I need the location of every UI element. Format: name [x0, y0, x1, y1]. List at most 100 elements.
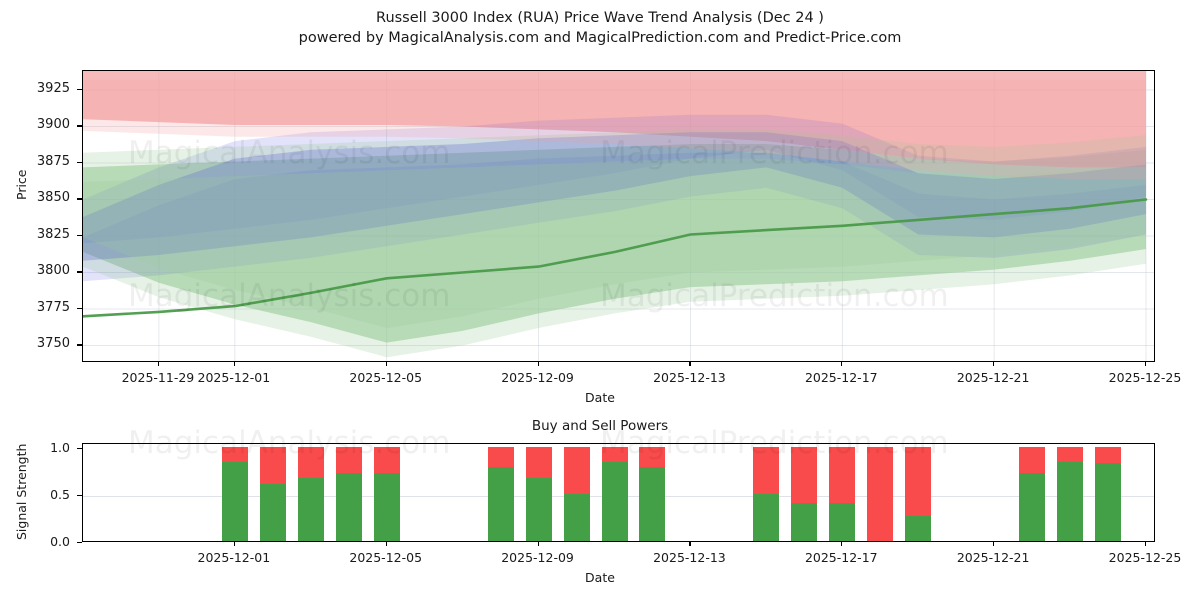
- sell-power-segment: [525, 446, 552, 478]
- sell-power-segment: [1095, 446, 1122, 463]
- buy-power-segment: [791, 503, 818, 541]
- signal-x-tick: 2025-12-21: [956, 550, 1030, 565]
- signal-bar: [905, 444, 932, 541]
- signal-plot-area: [82, 443, 1155, 542]
- sell-power-segment: [867, 446, 894, 541]
- price-x-tick: 2025-12-17: [804, 370, 878, 385]
- resistance-band: [83, 71, 1146, 168]
- signal-bar: [829, 444, 856, 541]
- signal-x-tick-mark: [689, 542, 691, 546]
- signal-y-tick-mark: [77, 494, 82, 497]
- signal-x-tick: 2025-12-09: [501, 550, 574, 565]
- signal-chart-title: Buy and Sell Powers: [531, 418, 669, 434]
- price-y-tick: 3825: [36, 226, 70, 242]
- price-y-tick-mark: [77, 125, 82, 127]
- wave-channel-layer-upper: [83, 152, 1146, 282]
- price-x-tick-mark: [993, 362, 995, 366]
- price-y-tick: 3775: [36, 299, 70, 315]
- price-y-tick: 3925: [36, 80, 70, 96]
- price-wave-svg: [83, 71, 1154, 361]
- price-y-tick-mark: [77, 344, 82, 346]
- signal-x-tick-mark: [537, 542, 539, 546]
- sell-power-segment: [753, 446, 780, 494]
- sell-power-segment: [373, 446, 400, 474]
- buy-power-segment: [601, 461, 628, 541]
- signal-bar: [373, 444, 400, 541]
- price-y-tick-mark: [77, 198, 82, 200]
- sell-power-segment: [563, 446, 590, 494]
- signal-bar: [487, 444, 514, 541]
- signal-bar: [639, 444, 666, 541]
- buy-power-segment: [221, 461, 248, 541]
- price-x-tick: 2025-12-21: [956, 370, 1030, 385]
- price-x-tick-mark: [537, 362, 539, 366]
- price-y-tick: 3750: [36, 336, 70, 352]
- resistance-band-layer: [83, 79, 1146, 179]
- price-y-tick-mark: [77, 307, 82, 310]
- buy-power-segment: [639, 466, 666, 541]
- signal-bar: [1057, 444, 1084, 541]
- signal-x-tick: 2025-12-17: [804, 550, 878, 565]
- signal-bar: [525, 444, 552, 541]
- signal-bar: [753, 444, 780, 541]
- signal-bar: [297, 444, 324, 541]
- signal-bar: [791, 444, 818, 541]
- signal-bar: [867, 444, 894, 541]
- buy-power-segment: [297, 477, 324, 541]
- signal-x-tick-mark: [233, 542, 236, 546]
- trend-line: [83, 198, 1148, 318]
- buy-power-segment: [829, 503, 856, 541]
- price-x-tick-mark: [1145, 362, 1147, 366]
- price-y-tick-mark: [77, 271, 82, 273]
- signal-bar: [1095, 444, 1122, 541]
- price-y-tick: 3900: [36, 117, 70, 133]
- chart-title-block: Russell 3000 Index (RUA) Price Wave Tren…: [0, 8, 1200, 48]
- price-x-tick: 2025-12-25: [1108, 370, 1182, 385]
- sell-power-segment: [639, 446, 666, 467]
- price-y-tick-mark: [77, 234, 82, 237]
- signal-x-tick: 2025-12-05: [349, 550, 423, 565]
- price-x-tick: 2025-12-13: [653, 370, 726, 385]
- signal-x-tick-mark: [993, 542, 995, 546]
- price-x-tick: 2025-12-05: [349, 370, 423, 385]
- support-band-layer-lower: [83, 129, 1146, 328]
- signal-x-tick: 2025-12-25: [1108, 550, 1182, 565]
- price-x-tick-mark: [233, 362, 236, 366]
- signal-y-tick: 0.0: [50, 534, 70, 549]
- signal-y-tick-mark: [77, 447, 82, 449]
- buy-power-segment: [335, 473, 362, 541]
- buy-power-segment: [373, 473, 400, 541]
- buy-power-segment: [487, 467, 514, 541]
- wave-channel-band: [83, 132, 1146, 261]
- sell-power-segment: [1057, 446, 1084, 462]
- price-x-tick-mark: [841, 362, 843, 366]
- sell-power-segment: [297, 446, 324, 478]
- signal-bar: [335, 444, 362, 541]
- support-band: [83, 144, 1146, 343]
- price-x-tick-mark: [385, 362, 387, 366]
- signal-x-tick-mark: [841, 542, 843, 546]
- signal-x-axis-label: Date: [585, 570, 615, 585]
- buy-power-segment: [259, 484, 286, 541]
- sell-power-segment: [335, 446, 362, 474]
- sell-power-segment: [905, 446, 932, 516]
- sell-power-segment: [829, 446, 856, 504]
- signal-x-tick: 2025-12-01: [197, 550, 271, 565]
- page-subtitle: powered by MagicalAnalysis.com and Magic…: [298, 30, 902, 46]
- buy-power-segment: [1057, 461, 1084, 541]
- price-x-axis-label: Date: [585, 390, 615, 405]
- price-y-tick-mark: [77, 88, 82, 91]
- signal-x-tick-mark: [1145, 542, 1147, 546]
- price-y-tick: 3800: [36, 263, 70, 279]
- price-x-tick: 2025-11-29: [121, 370, 195, 385]
- signal-bar: [1019, 444, 1046, 541]
- wave-channel-layer-lower: [83, 114, 1146, 244]
- signal-bar: [221, 444, 248, 541]
- price-x-tick: 2025-12-09: [501, 370, 574, 385]
- buy-power-segment: [1019, 473, 1046, 541]
- signal-bar: [563, 444, 590, 541]
- price-y-tick-mark: [77, 161, 82, 164]
- sell-power-segment: [791, 446, 818, 504]
- sell-power-segment: [487, 446, 514, 468]
- buy-power-segment: [1095, 462, 1122, 541]
